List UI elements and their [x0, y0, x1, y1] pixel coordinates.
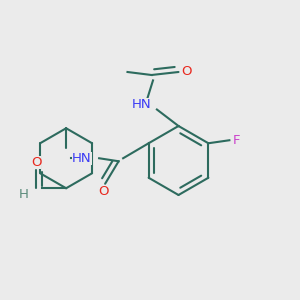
- Text: HN: HN: [132, 98, 152, 112]
- Text: O: O: [31, 156, 41, 169]
- Text: F: F: [233, 134, 241, 147]
- Text: HN: HN: [72, 152, 92, 165]
- Text: O: O: [181, 65, 191, 79]
- Text: O: O: [98, 185, 109, 198]
- Text: H: H: [19, 188, 28, 201]
